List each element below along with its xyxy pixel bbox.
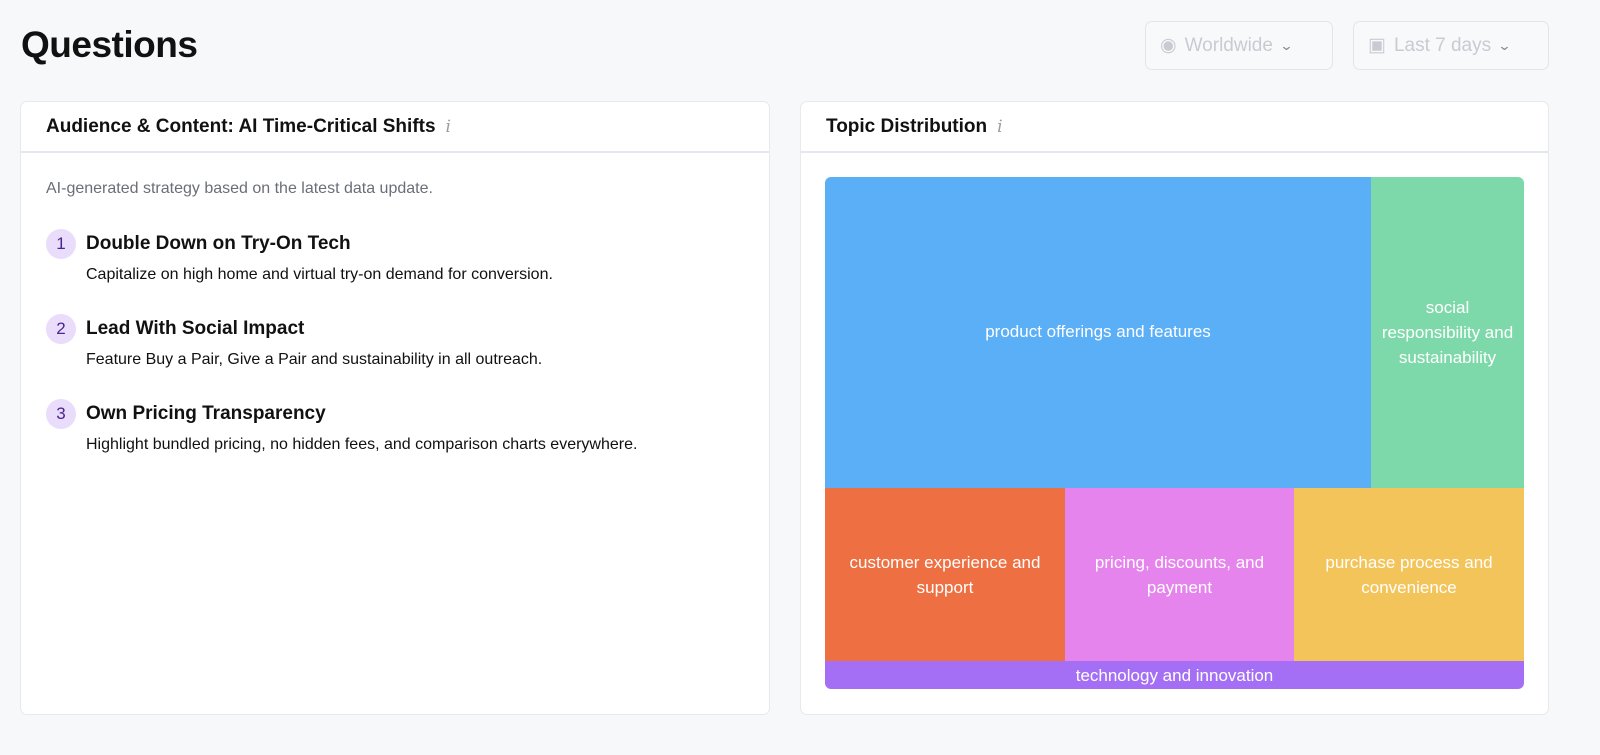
item-number: 1 xyxy=(46,229,76,259)
strategy-card: Audience & Content: AI Time-Critical Shi… xyxy=(20,101,770,715)
item-title: Own Pricing Transparency xyxy=(86,403,326,424)
treemap-cell[interactable]: product offerings and features xyxy=(825,177,1371,488)
item-number: 2 xyxy=(46,314,76,344)
globe-icon: ◉ xyxy=(1160,35,1177,56)
list-item: 1 Double Down on Try-On Tech Capitalize on… xyxy=(46,229,553,284)
treemap-cell[interactable]: purchase process and convenience xyxy=(1294,488,1524,661)
list-item: 2 Lead With Social Impact Feature Buy a Pa… xyxy=(46,314,542,369)
chevron-down-icon: ⌄ xyxy=(1497,37,1512,53)
list-item: 3 Own Pricing Transparency Highlight bundl… xyxy=(46,399,637,454)
treemap-cell[interactable]: pricing, discounts, and payment xyxy=(1065,488,1294,661)
treemap-cell[interactable]: technology and innovation xyxy=(825,661,1524,689)
period-dropdown[interactable]: ▣ Last 7 days ⌄ xyxy=(1353,21,1549,70)
treemap: product offerings and features social re… xyxy=(825,177,1524,689)
chevron-down-icon: ⌄ xyxy=(1279,37,1294,53)
item-title: Lead With Social Impact xyxy=(86,318,305,339)
period-label: Last 7 days xyxy=(1393,34,1492,56)
treemap-cell[interactable]: social responsibility and sustainability xyxy=(1371,177,1524,488)
calendar-icon: ▣ xyxy=(1368,35,1386,56)
card-subtitle: AI-generated strategy based on the lates… xyxy=(46,180,433,197)
region-dropdown[interactable]: ◉ Worldwide ⌄ xyxy=(1145,21,1333,70)
item-desc: Capitalize on high home and virtual try-… xyxy=(86,266,553,283)
info-icon[interactable]: i xyxy=(997,116,1003,137)
topic-card: Topic Distribution i product offerings an… xyxy=(800,101,1549,715)
item-desc: Feature Buy a Pair, Give a Pair and sust… xyxy=(86,351,543,368)
item-number: 3 xyxy=(46,399,76,429)
region-label: Worldwide xyxy=(1184,34,1273,56)
item-title: Double Down on Try-On Tech xyxy=(86,233,351,254)
treemap-cell[interactable]: customer experience and support xyxy=(825,488,1065,661)
card-title: Audience & Content: AI Time-Critical Shi… xyxy=(46,115,436,137)
item-desc: Highlight bundled pricing, no hidden fee… xyxy=(86,436,638,453)
info-icon[interactable]: i xyxy=(445,116,451,137)
page-title: Questions xyxy=(21,24,198,65)
card-title: Topic Distribution xyxy=(826,115,988,137)
